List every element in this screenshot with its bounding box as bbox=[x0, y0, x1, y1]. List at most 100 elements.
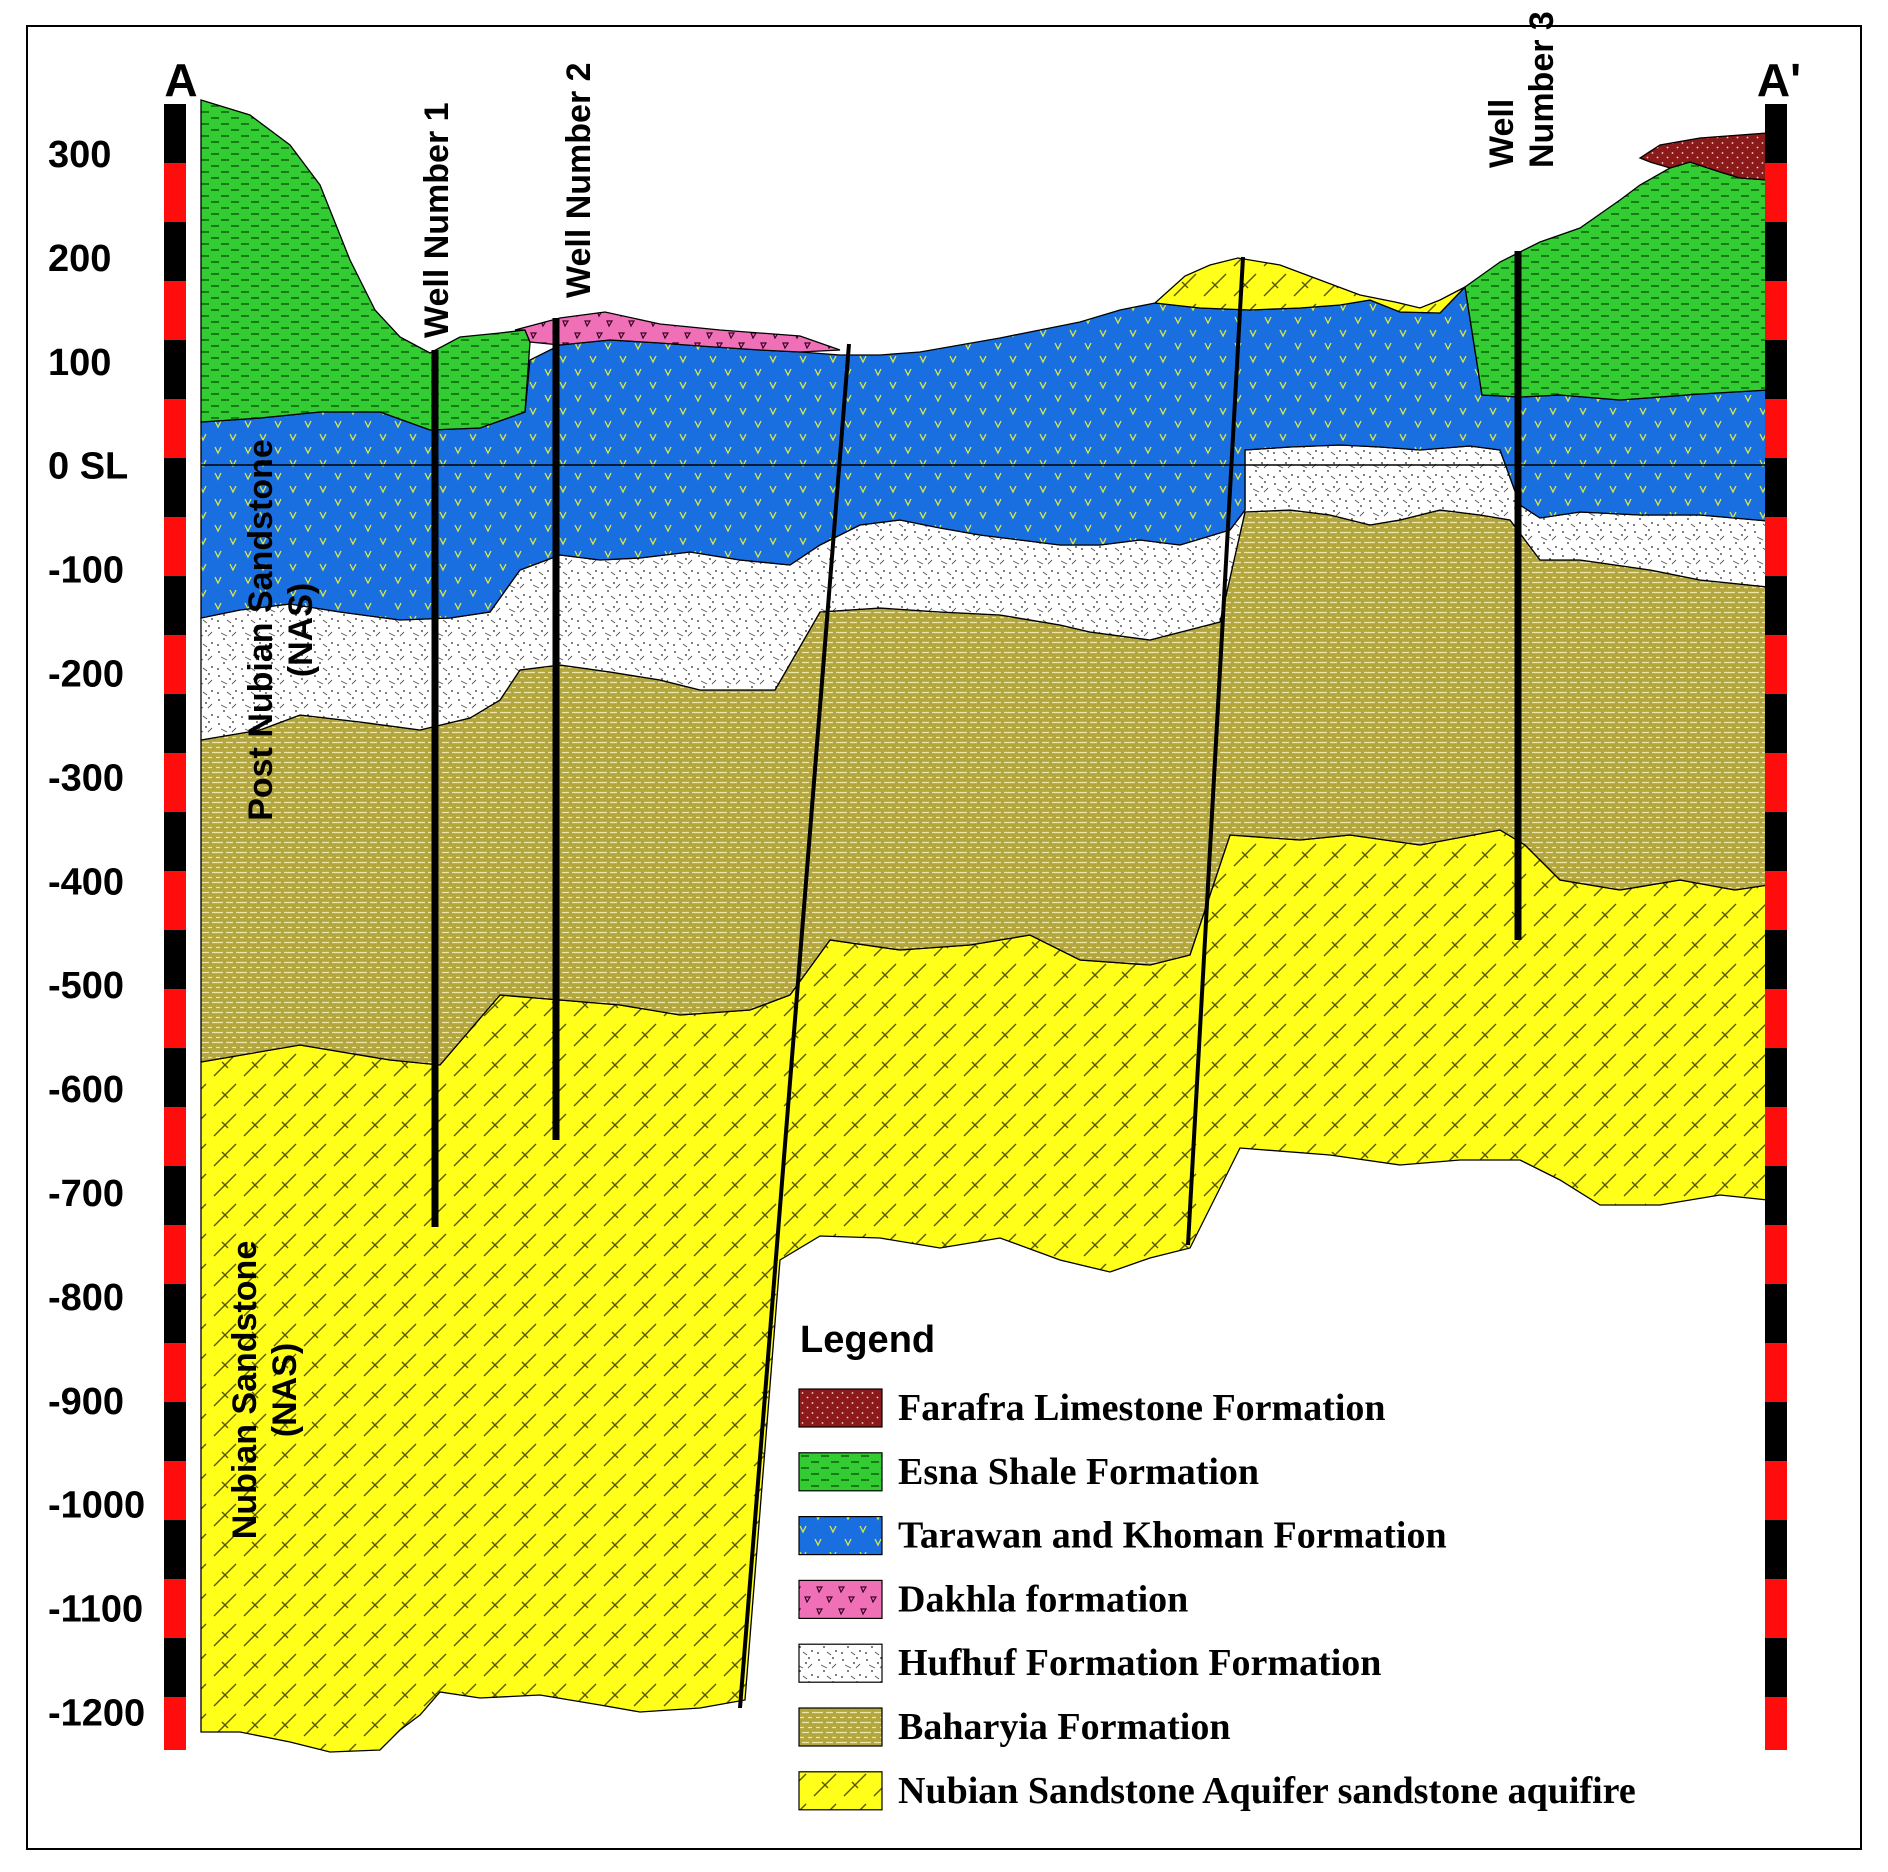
scale-bar-left-segment bbox=[164, 1166, 186, 1225]
scale-bar-right-segment bbox=[1765, 458, 1787, 517]
post-nubian-side-label: Post Nubian Sandstone(NAS) bbox=[242, 439, 320, 821]
legend-swatch bbox=[798, 1452, 883, 1492]
well-3-label: WellNumber 3 bbox=[1483, 11, 1561, 168]
scale-bar-right-segment bbox=[1765, 1166, 1787, 1225]
scale-bar-left-segment bbox=[164, 104, 186, 163]
scale-bar-right-segment bbox=[1765, 517, 1787, 576]
legend-title: Legend bbox=[800, 1319, 935, 1361]
scale-bar-right-segment bbox=[1765, 1520, 1787, 1579]
scale-bar-left-segment bbox=[164, 281, 186, 340]
scale-bar-left-segment bbox=[164, 1520, 186, 1579]
legend-label: Nubian Sandstone Aquifer sandstone aquif… bbox=[898, 1770, 1636, 1812]
scale-bar-left-segment bbox=[164, 576, 186, 635]
scale-bar-right-segment bbox=[1765, 281, 1787, 340]
well-1-label: Well Number 1 bbox=[418, 102, 456, 338]
scale-bar-right-segment bbox=[1765, 1225, 1787, 1284]
axis-tick-label: -1200 bbox=[48, 1693, 145, 1735]
scale-bar-right-segment bbox=[1765, 1284, 1787, 1343]
axis-tick-label: -200 bbox=[48, 654, 124, 696]
scale-bar-left-segment bbox=[164, 1048, 186, 1107]
scale-bar-left-segment bbox=[164, 1402, 186, 1461]
legend-swatch bbox=[798, 1579, 883, 1620]
scale-bar-right-segment bbox=[1765, 635, 1787, 694]
scale-bar-left-segment bbox=[164, 517, 186, 576]
scale-bar-right-segment bbox=[1765, 694, 1787, 753]
legend-swatch bbox=[798, 1707, 883, 1747]
endpoint-right-label: A' bbox=[1757, 54, 1801, 106]
legend-swatch bbox=[798, 1388, 883, 1428]
scale-bar-right-segment bbox=[1765, 812, 1787, 871]
layer-farafra bbox=[1638, 132, 1769, 181]
well-2-label: Well Number 2 bbox=[560, 62, 598, 298]
axis-tick-label: -800 bbox=[48, 1277, 124, 1319]
scale-bar-left-segment bbox=[164, 1343, 186, 1402]
axis-tick-label: -100 bbox=[48, 550, 124, 592]
formation-layers bbox=[200, 99, 1769, 1753]
scale-bar-right-segment bbox=[1765, 104, 1787, 163]
scale-bar-left-segment bbox=[164, 1107, 186, 1166]
layer-nubian-cap bbox=[1153, 257, 1466, 314]
scale-bar-right-segment bbox=[1765, 1697, 1787, 1750]
fault-line-1 bbox=[738, 343, 851, 1709]
axis-tick-label: -600 bbox=[48, 1069, 124, 1111]
scale-bar-right-segment bbox=[1765, 1579, 1787, 1638]
scale-bar-right-segment bbox=[1765, 163, 1787, 222]
scale-bar-left-segment bbox=[164, 989, 186, 1048]
legend-label: Tarawan and Khoman Formation bbox=[898, 1515, 1447, 1557]
scale-bar-right-segment bbox=[1765, 930, 1787, 989]
scale-bar-right-segment bbox=[1765, 1343, 1787, 1402]
legend: Legend Farafra Limestone Formation Esna S… bbox=[798, 1319, 1636, 1812]
scale-bar-right-segment bbox=[1765, 871, 1787, 930]
scale-bar-left-segment bbox=[164, 1638, 186, 1697]
legend-label: Baharyia Formation bbox=[898, 1706, 1230, 1748]
scale-bar-right-segment bbox=[1765, 1048, 1787, 1107]
scale-bar-left-segment bbox=[164, 753, 186, 812]
axis-tick-label: -500 bbox=[48, 965, 124, 1007]
scale-bar-right-segment bbox=[1765, 340, 1787, 399]
scale-bar-right-segment bbox=[1765, 753, 1787, 812]
scale-bar-left-segment bbox=[164, 871, 186, 930]
legend-swatch bbox=[798, 1771, 883, 1811]
scale-bar-left-segment bbox=[164, 1461, 186, 1520]
scale-bar-left-segment bbox=[164, 1284, 186, 1343]
axis-tick-label: -300 bbox=[48, 757, 124, 799]
scale-bar-right-segment bbox=[1765, 576, 1787, 635]
axis-tick-label: -1000 bbox=[48, 1485, 145, 1527]
scale-bar-left-segment bbox=[164, 222, 186, 281]
scale-bars bbox=[164, 104, 1787, 1750]
scale-bar-right-segment bbox=[1765, 222, 1787, 281]
scale-bar-right-segment bbox=[1765, 1461, 1787, 1520]
legend-swatch bbox=[798, 1515, 883, 1556]
layer-esna-shale-left bbox=[200, 99, 531, 431]
axis-tick-label: 300 bbox=[48, 134, 111, 176]
legend-swatch bbox=[798, 1643, 883, 1683]
scale-bar-left-segment bbox=[164, 1225, 186, 1284]
scale-bar-right-segment bbox=[1765, 1638, 1787, 1697]
axis-tick-label: 200 bbox=[48, 238, 111, 280]
scale-bar-right-segment bbox=[1765, 1402, 1787, 1461]
axis-tick-label: -1100 bbox=[48, 1589, 143, 1631]
axis-tick-label: 100 bbox=[48, 342, 111, 384]
axis-tick-label: -700 bbox=[48, 1173, 124, 1215]
scale-bar-left-segment bbox=[164, 458, 186, 517]
scale-bar-left-segment bbox=[164, 812, 186, 871]
scale-bar-left-segment bbox=[164, 635, 186, 694]
scale-bar-left-segment bbox=[164, 163, 186, 222]
axis-tick-labels: 300 200 100 0 SL -100 -200 -300 -400 -500 -600 -70… bbox=[48, 134, 145, 1735]
scale-bar-left-segment bbox=[164, 1579, 186, 1638]
scale-bar-right-segment bbox=[1765, 399, 1787, 458]
scale-bar-left-segment bbox=[164, 399, 186, 458]
legend-label: Farafra Limestone Formation bbox=[898, 1387, 1386, 1429]
scale-bar-right-segment bbox=[1765, 1107, 1787, 1166]
scale-bar-right-segment bbox=[1765, 989, 1787, 1048]
scale-bar-left-segment bbox=[164, 1697, 186, 1750]
axis-tick-label: -400 bbox=[48, 861, 124, 903]
legend-label: Hufhuf Formation Formation bbox=[898, 1642, 1381, 1684]
scale-bar-left-segment bbox=[164, 930, 186, 989]
fault-line-2 bbox=[1186, 256, 1245, 1246]
nubian-side-label: Nubian Sandstone(NAS) bbox=[226, 1241, 304, 1539]
axis-tick-label: -900 bbox=[48, 1381, 124, 1423]
axis-tick-label: 0 SL bbox=[48, 446, 128, 488]
